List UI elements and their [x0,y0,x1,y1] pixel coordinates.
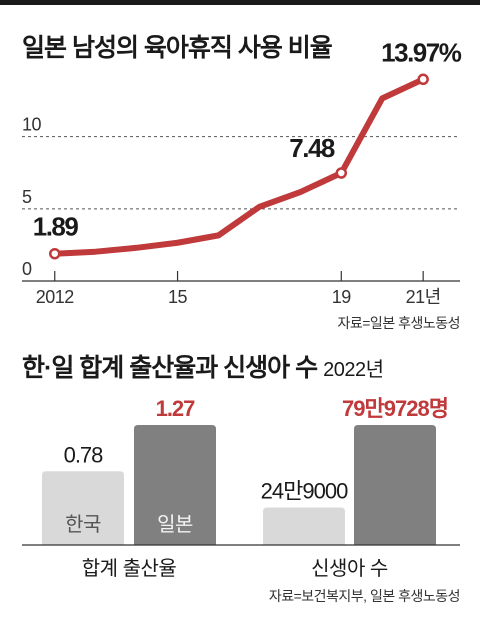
data-label: 7.48 [289,133,335,163]
y-tick-label: 5 [22,187,32,207]
bar-chart-source: 자료=보건복지부, 일본 후생노동성 [268,588,461,604]
bar-korea [263,507,345,545]
data-point-marker [48,247,61,260]
top-rule [0,0,480,5]
bar-chart-title-year: 2022년 [323,359,384,381]
group-label: 신생아 수 [311,557,388,580]
line-chart-source: 자료=일본 후생노동성 [337,315,461,331]
series-line [51,76,427,257]
x-tick-label: 21년 [406,287,441,307]
bar-value-label: 24만9000 [261,479,348,504]
x-tick-label: 2012 [36,287,75,307]
bar-value-label: 0.78 [64,442,104,467]
x-tick-label: 19 [332,287,352,307]
y-tick-label: 0 [22,259,32,279]
data-label: 1.89 [33,212,79,242]
bar-chart-title-text: 한·일 합계 출산율과 신생아 수 [22,354,318,382]
data-point-marker [417,73,429,86]
bar-korea [42,471,124,545]
bar-value-label: 79만9728명 [342,396,448,421]
bar-japan [354,425,436,545]
data-label: 13.97% [381,37,462,67]
group-label: 합계 출산율 [82,557,177,580]
y-tick-label: 10 [22,115,42,135]
bar-chart-title: 한·일 합계 출산율과 신생아 수 2022년 [22,348,384,384]
bar-name-label: 한국 [65,513,101,536]
x-tick-label: 15 [168,287,188,307]
line-chart-title: 일본 남성의 육아휴직 사용 비율 [22,34,333,62]
bar-name-label: 일본 [157,513,193,536]
bar-japan [134,425,216,545]
bar-value-label: 1.27 [156,396,196,421]
data-point-marker [335,167,348,179]
